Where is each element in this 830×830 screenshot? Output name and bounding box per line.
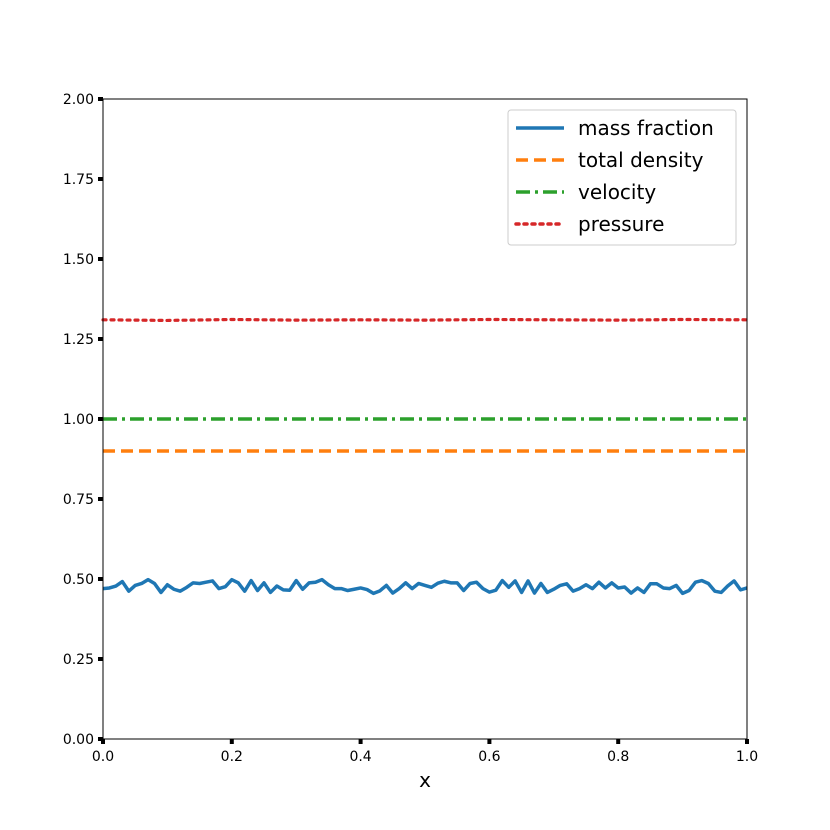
y-tick-label: 1.25 xyxy=(63,332,94,348)
y-tick-label: 0.00 xyxy=(63,732,94,748)
x-tick-label: 0.0 xyxy=(92,749,114,765)
axes-layer: 0.0 0.2 0.4 0.6 0.8 1.0 0.00 0.25 0.50 0.75 1.00 1.… xyxy=(63,92,758,765)
x-axis-label: x xyxy=(419,768,431,792)
x-tick-label: 0.2 xyxy=(221,749,243,765)
y-tick-label: 2.00 xyxy=(63,92,94,108)
legend: mass fraction total density velocity pressu… xyxy=(507,109,737,246)
x-tick-label: 1.0 xyxy=(736,749,758,765)
x-tick-label: 0.6 xyxy=(478,749,500,765)
legend-entry-label: pressure xyxy=(578,212,664,236)
y-tick-label: 0.25 xyxy=(63,652,94,668)
x-tick-label: 0.8 xyxy=(607,749,629,765)
y-tick-label: 1.00 xyxy=(63,412,94,428)
y-tick-label: 0.75 xyxy=(63,492,94,508)
legend-entry-label: mass fraction xyxy=(578,116,714,140)
series-line-mass-fraction xyxy=(102,577,748,596)
legend-entry-label: velocity xyxy=(578,180,656,204)
series-line-pressure xyxy=(101,317,749,323)
y-tick-label: 1.50 xyxy=(63,252,94,268)
x-tick-label: 0.4 xyxy=(349,749,371,765)
legend-entry-label: total density xyxy=(578,148,704,172)
legend-box xyxy=(507,109,737,246)
y-tick-label: 0.50 xyxy=(63,572,94,588)
series-layer xyxy=(101,317,749,596)
y-tick-label: 1.75 xyxy=(63,172,94,188)
